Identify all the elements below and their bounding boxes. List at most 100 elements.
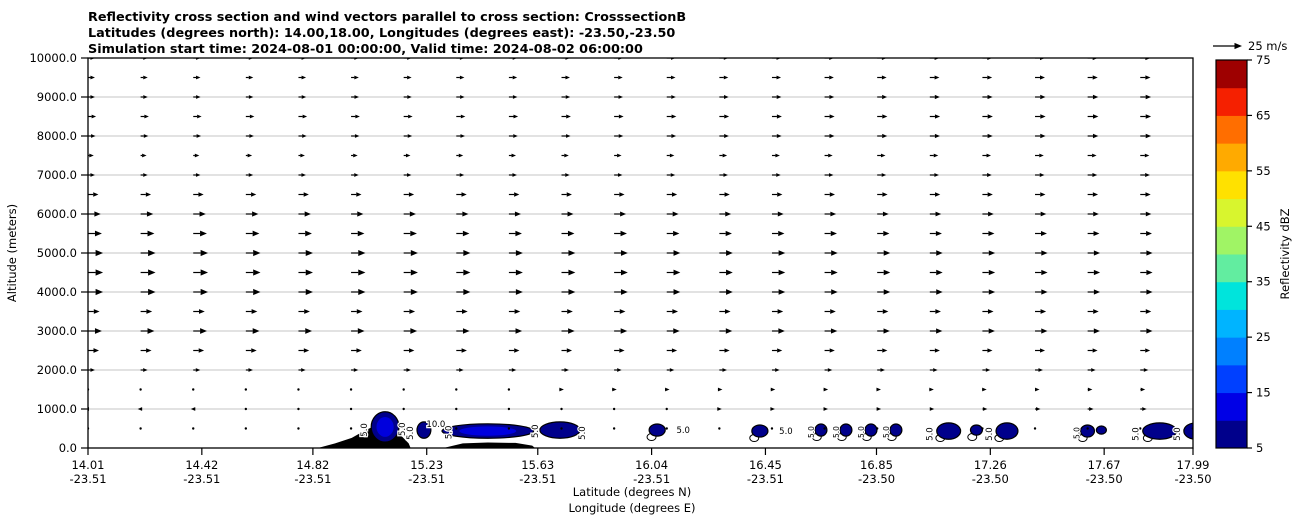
wind-arrow-head	[1041, 250, 1048, 256]
contour-label: 5.0	[926, 427, 936, 441]
wind-arrow-head	[671, 134, 677, 138]
wind-arrow-head	[669, 153, 675, 158]
wind-arrow-head	[252, 230, 260, 237]
wind-arrow-head	[1198, 154, 1203, 158]
wind-arrow-head	[564, 153, 569, 158]
contour-labels: 5.0 5.0 5.0 5.0 5.0 5.0 5.0 5.0 5.0 5.0 5.0 5.0 5.0 5…	[359, 419, 1184, 442]
wind-arrow-head	[987, 309, 994, 314]
wind-arrow-head	[777, 309, 784, 314]
colorbar-segment	[1216, 198, 1247, 227]
colorbar-segment	[1216, 281, 1247, 310]
wind-arrow-head	[671, 192, 678, 197]
wind-arrow-head	[831, 289, 838, 295]
wind-arrow-head	[778, 289, 786, 295]
wind-arrow-head	[357, 211, 364, 217]
wind-arrow-head	[354, 95, 359, 99]
wind-arrow-head	[199, 211, 206, 217]
wind-arrow-head	[354, 75, 359, 80]
wind-arrow-head	[987, 173, 992, 177]
wind-arrow-head	[90, 75, 95, 80]
wind-arrow-head	[935, 230, 942, 237]
contour-label: 5.0	[360, 423, 370, 437]
wind-dot	[455, 427, 458, 430]
wind-arrow-head	[463, 269, 471, 276]
x-axis-label-latitude: Latitude (degrees N)	[573, 485, 692, 499]
wind-arrow-head	[883, 328, 890, 334]
y-tick-label: 3000.0	[37, 324, 77, 338]
wind-arrow-head	[1092, 133, 1099, 139]
wind-arrow-head	[776, 133, 782, 139]
wind-arrow-head	[200, 288, 209, 296]
wind-arrow-head	[1194, 388, 1199, 392]
reflectivity-cell	[864, 423, 878, 437]
wind-arrow-head	[407, 75, 412, 80]
colorbar-segment	[1216, 254, 1247, 283]
wind-arrow-head	[671, 95, 676, 99]
wind-arrow-head	[410, 328, 418, 334]
wind-arrow-head	[933, 153, 939, 158]
wind-arrow-head	[461, 348, 467, 353]
wind-arrow-head	[1089, 407, 1094, 411]
x-tick-label-lon: -23.51	[69, 472, 106, 486]
wind-arrow-head	[198, 309, 205, 314]
colorbar-segment	[1216, 115, 1247, 144]
wind-arrow-head	[1145, 309, 1152, 314]
axis-ticks: 10000.0 9000.0 8000.0 7000.0 6000.0 5000.0 400…	[29, 51, 1211, 486]
wind-arrow-head	[830, 211, 837, 217]
wind-arrow-head	[620, 289, 628, 295]
wind-arrow-head	[253, 269, 261, 276]
reflectivity-cell-core	[459, 426, 517, 436]
wind-arrow-head	[831, 250, 838, 256]
wind-arrow-head	[831, 269, 838, 276]
wind-arrow-head	[1040, 192, 1046, 197]
wind-arrow-head	[1146, 231, 1152, 236]
wind-arrow-head	[987, 348, 993, 353]
wind-arrow-head	[1035, 387, 1040, 392]
wind-arrow-head	[776, 95, 782, 99]
wind-arrow-head	[410, 269, 418, 276]
wind-arrow-head	[724, 114, 730, 119]
wind-dot	[981, 427, 984, 430]
wind-arrow-head	[147, 230, 155, 237]
wind-arrow-head	[94, 230, 102, 237]
contour-label: 5.0	[531, 424, 541, 438]
wind-dot	[297, 427, 300, 430]
x-tick-label-lat: 17.67	[1088, 458, 1121, 472]
wind-arrow-head	[409, 309, 416, 314]
wind-arrow-head	[514, 211, 521, 217]
wind-dot	[244, 407, 248, 411]
wind-arrow-head	[618, 75, 623, 80]
y-tick-label: 0.0	[59, 441, 77, 455]
wind-arrow-head	[823, 407, 829, 411]
wind-arrow-head	[672, 309, 679, 314]
wind-arrow-head	[409, 348, 415, 353]
wind-arrow-head	[146, 348, 152, 353]
wind-arrow-head	[300, 153, 305, 158]
wind-arrow-head	[988, 230, 995, 237]
reflectivity-cell	[416, 421, 432, 439]
wind-arrow-head	[198, 192, 204, 197]
wind-arrow-head	[565, 75, 570, 80]
wind-arrow-head	[882, 309, 889, 314]
wind-arrow-head	[409, 211, 416, 217]
wind-arrow-head	[1145, 348, 1151, 353]
wind-arrow-head	[408, 114, 413, 119]
wind-arrow-head	[249, 134, 254, 138]
wind-arrow-head	[1040, 211, 1047, 217]
contour-label: 5.0	[676, 426, 690, 436]
y-tick-label: 6000.0	[37, 207, 77, 221]
wind-arrow-head	[618, 114, 624, 119]
wind-arrow-head	[726, 250, 733, 256]
wind-arrow-head	[776, 75, 782, 80]
y-tick-label: 10000.0	[29, 51, 77, 65]
wind-arrow-head	[460, 134, 465, 138]
wind-arrow-head	[778, 328, 785, 334]
wind-arrow-head	[988, 328, 995, 334]
wind-arrow-head	[1039, 75, 1045, 80]
colorbar-tick-label: 45	[1256, 219, 1271, 233]
wind-arrow-head	[1145, 133, 1152, 139]
wind-arrow-head	[305, 328, 313, 334]
colorbar-tick-label: 55	[1256, 164, 1271, 178]
reflectivity-cell	[648, 423, 666, 437]
